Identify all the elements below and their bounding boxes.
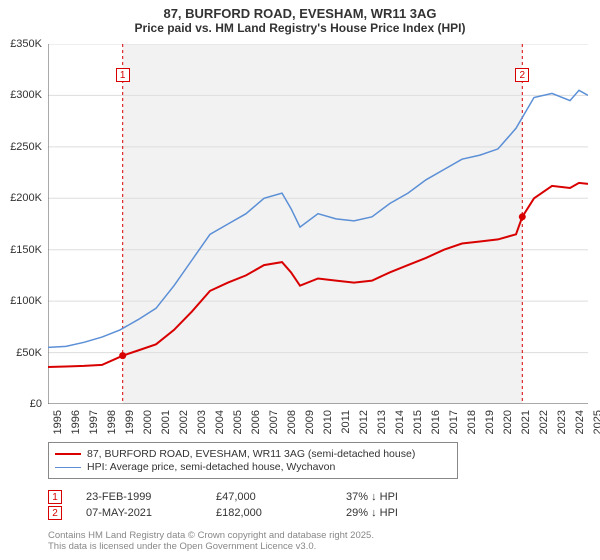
legend-swatch	[55, 467, 81, 468]
x-tick-label: 2004	[214, 410, 226, 434]
footer-line1: Contains HM Land Registry data © Crown c…	[48, 530, 374, 541]
marker-delta: 37% ↓ HPI	[346, 491, 476, 503]
markers-row: 2 07-MAY-2021 £182,000 29% ↓ HPI	[48, 506, 476, 520]
x-tick-label: 2009	[304, 410, 316, 434]
x-tick-label: 1997	[88, 410, 100, 434]
x-tick-label: 2002	[178, 410, 190, 434]
legend-item: HPI: Average price, semi-detached house,…	[55, 461, 451, 473]
x-tick-label: 2003	[196, 410, 208, 434]
shaded-band	[123, 44, 523, 404]
y-tick-label: £200K	[10, 192, 42, 204]
footer-line2: This data is licensed under the Open Gov…	[48, 541, 374, 552]
x-tick-label: 1995	[52, 410, 64, 434]
legend-item: 87, BURFORD ROAD, EVESHAM, WR11 3AG (sem…	[55, 448, 451, 460]
legend-label: HPI: Average price, semi-detached house,…	[87, 461, 335, 473]
x-tick-label: 2010	[322, 410, 334, 434]
footer: Contains HM Land Registry data © Crown c…	[48, 530, 374, 553]
chart-container: 87, BURFORD ROAD, EVESHAM, WR11 3AG Pric…	[0, 0, 600, 560]
line-chart	[48, 44, 588, 404]
x-tick-label: 2008	[286, 410, 298, 434]
title-block: 87, BURFORD ROAD, EVESHAM, WR11 3AG Pric…	[0, 0, 600, 35]
x-tick-label: 2013	[376, 410, 388, 434]
y-tick-label: £300K	[10, 89, 42, 101]
legend: 87, BURFORD ROAD, EVESHAM, WR11 3AG (sem…	[48, 442, 458, 479]
marker-price: £47,000	[216, 491, 346, 503]
x-tick-label: 2016	[430, 410, 442, 434]
x-tick-label: 2025	[592, 410, 600, 434]
x-tick-label: 2024	[574, 410, 586, 434]
y-tick-label: £0	[30, 398, 42, 410]
x-tick-label: 2017	[448, 410, 460, 434]
x-tick-label: 2023	[556, 410, 568, 434]
x-tick-label: 2022	[538, 410, 550, 434]
marker-date: 07-MAY-2021	[86, 507, 216, 519]
marker-number: 2	[52, 508, 58, 519]
legend-label: 87, BURFORD ROAD, EVESHAM, WR11 3AG (sem…	[87, 448, 415, 460]
marker-icon: 2	[48, 506, 62, 520]
x-tick-label: 2011	[340, 410, 352, 434]
x-tick-label: 2006	[250, 410, 262, 434]
x-tick-label: 1999	[124, 410, 136, 434]
y-tick-label: £250K	[10, 141, 42, 153]
x-tick-label: 2000	[142, 410, 154, 434]
y-tick-label: £50K	[16, 347, 42, 359]
title-line2: Price paid vs. HM Land Registry's House …	[0, 21, 600, 35]
y-tick-label: £350K	[10, 38, 42, 50]
x-tick-label: 2005	[232, 410, 244, 434]
x-tick-label: 2019	[484, 410, 496, 434]
x-tick-label: 1998	[106, 410, 118, 434]
x-tick-label: 2007	[268, 410, 280, 434]
legend-swatch	[55, 453, 81, 455]
x-tick-label: 1996	[70, 410, 82, 434]
y-tick-label: £150K	[10, 244, 42, 256]
marker-price: £182,000	[216, 507, 346, 519]
title-line1: 87, BURFORD ROAD, EVESHAM, WR11 3AG	[0, 6, 600, 21]
markers-table: 1 23-FEB-1999 £47,000 37% ↓ HPI 2 07-MAY…	[48, 488, 476, 522]
x-tick-label: 2021	[520, 410, 532, 434]
x-tick-label: 2014	[394, 410, 406, 434]
y-tick-label: £100K	[10, 295, 42, 307]
marker-icon: 1	[48, 490, 62, 504]
x-tick-label: 2015	[412, 410, 424, 434]
marker-number: 1	[52, 492, 58, 503]
marker-date: 23-FEB-1999	[86, 491, 216, 503]
transaction-marker: 2	[515, 68, 529, 82]
x-tick-label: 2001	[160, 410, 172, 434]
x-tick-label: 2018	[466, 410, 478, 434]
chart-area: £0£50K£100K£150K£200K£250K£300K£350K 199…	[48, 44, 588, 404]
x-tick-label: 2012	[358, 410, 370, 434]
x-tick-label: 2020	[502, 410, 514, 434]
markers-row: 1 23-FEB-1999 £47,000 37% ↓ HPI	[48, 490, 476, 504]
transaction-marker: 1	[116, 68, 130, 82]
marker-delta: 29% ↓ HPI	[346, 507, 476, 519]
